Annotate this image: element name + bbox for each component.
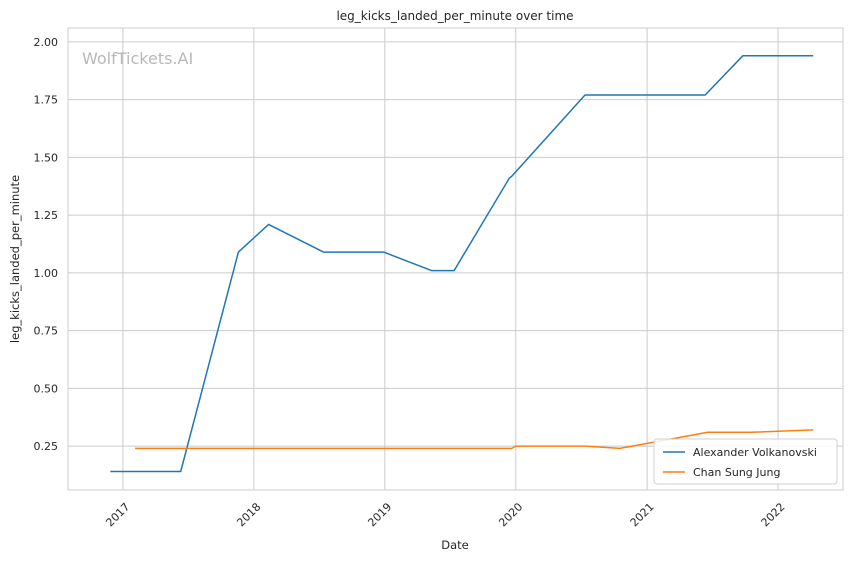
plot-area xyxy=(67,27,844,491)
y-tick-label: 2.00 xyxy=(34,36,59,49)
y-tick-label: 0.25 xyxy=(34,440,59,453)
y-tick-label: 1.00 xyxy=(34,267,59,280)
watermark: WolfTickets.AI xyxy=(82,49,193,68)
series-line-volkanovski xyxy=(110,54,814,473)
y-tick-label: 0.50 xyxy=(34,382,59,395)
tick-labels: 0.25 0.50 0.75 1.00 1.25 1.50 1.75 2.00 2017 2018… xyxy=(34,36,788,530)
chart-title: leg_kicks_landed_per_minute over time xyxy=(336,9,573,23)
legend-label-jung: Chan Sung Jung xyxy=(693,466,780,479)
x-tick-label: 2021 xyxy=(628,500,657,529)
series-line-jung xyxy=(135,429,814,450)
y-tick-label: 1.25 xyxy=(34,209,59,222)
x-axis-title: Date xyxy=(441,538,469,552)
x-tick-label: 2020 xyxy=(496,500,525,529)
y-axis-title: leg_kicks_landed_per_minute xyxy=(8,175,22,343)
grid xyxy=(68,28,843,490)
y-tick-label: 1.50 xyxy=(34,151,59,164)
legend-label-volkanovski: Alexander Volkanovski xyxy=(693,446,817,459)
x-tick-label: 2019 xyxy=(365,500,394,529)
y-tick-label: 0.75 xyxy=(34,325,59,338)
legend: Alexander Volkanovski Chan Sung Jung xyxy=(653,438,838,485)
y-tick-label: 1.75 xyxy=(34,94,59,107)
x-tick-label: 2018 xyxy=(234,500,263,529)
x-tick-label: 2017 xyxy=(103,500,132,529)
legend-box xyxy=(653,438,838,485)
x-tick-label: 2022 xyxy=(759,500,788,529)
series-layer xyxy=(110,54,814,473)
